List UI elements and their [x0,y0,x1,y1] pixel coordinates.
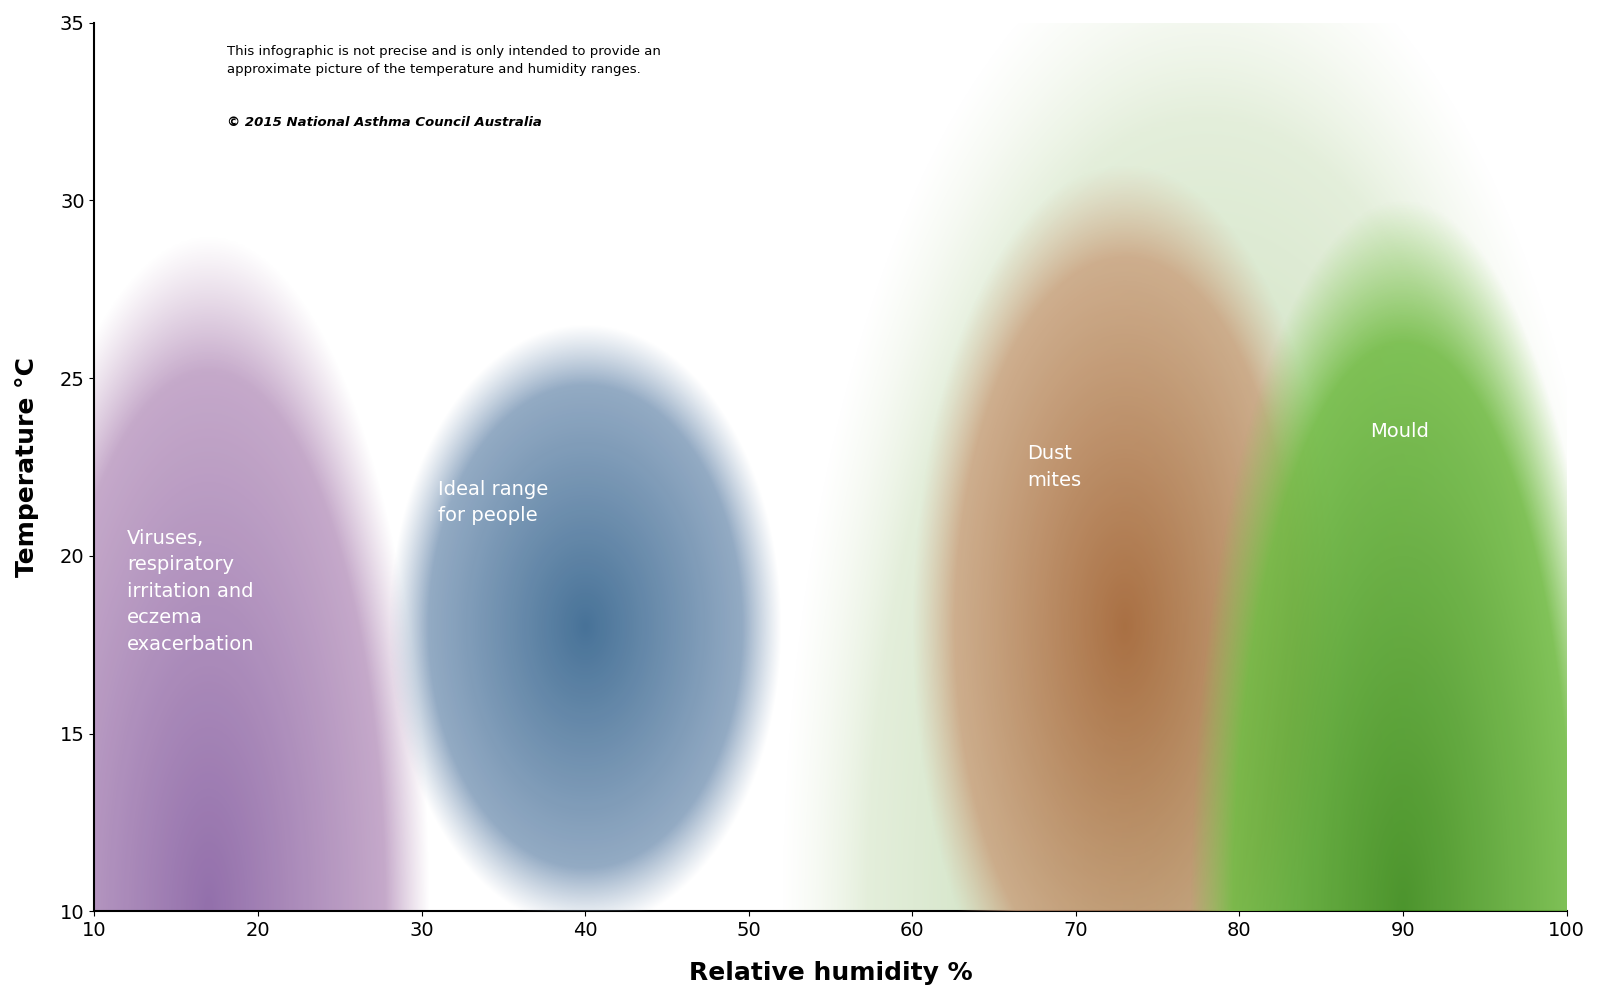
Text: Mould: Mould [1370,422,1429,441]
Text: © 2015 National Asthma Council Australia: © 2015 National Asthma Council Australia [227,116,542,129]
X-axis label: Relative humidity %: Relative humidity % [688,961,973,985]
Text: Viruses,
respiratory
irritation and
eczema
exacerbation: Viruses, respiratory irritation and ecze… [126,529,254,654]
Text: Dust
mites: Dust mites [1027,444,1082,490]
Text: Ideal range
for people: Ideal range for people [438,480,549,525]
Y-axis label: Temperature °C: Temperature °C [14,357,38,577]
Text: This infographic is not precise and is only intended to provide an
approximate p: This infographic is not precise and is o… [227,45,661,76]
